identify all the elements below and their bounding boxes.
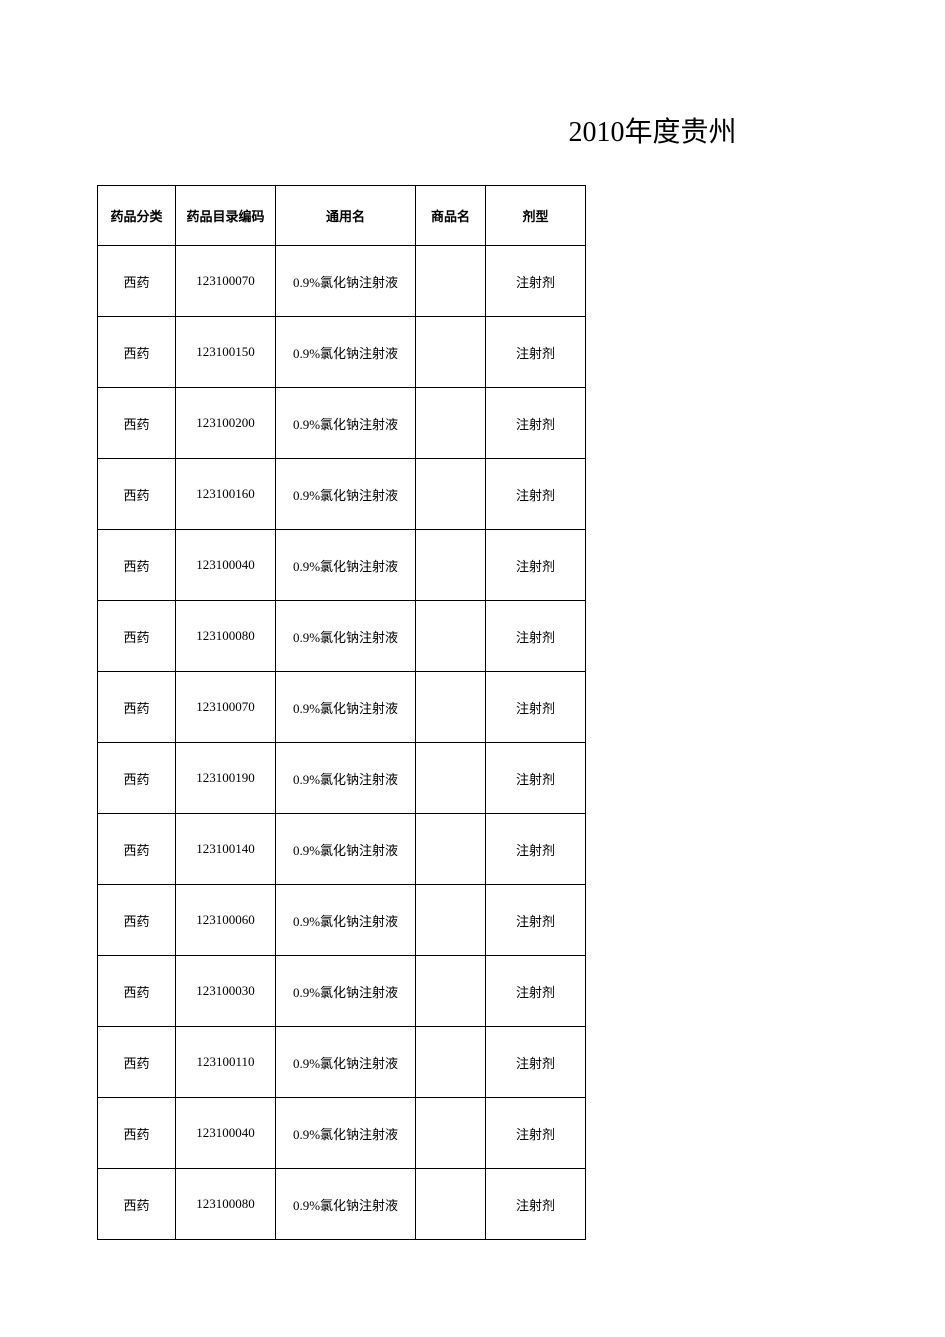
table-row: 西药1231000300.9%氯化钠注射液注射剂: [98, 956, 586, 1027]
cell-generic-name: 0.9%氯化钠注射液: [276, 246, 416, 317]
cell-dosage-form: 注射剂: [486, 388, 586, 459]
table-row: 西药1231000800.9%氯化钠注射液注射剂: [98, 1169, 586, 1240]
cell-dosage-form: 注射剂: [486, 672, 586, 743]
cell-generic-name: 0.9%氯化钠注射液: [276, 388, 416, 459]
cell-dosage-form: 注射剂: [486, 743, 586, 814]
cell-trade-name: [416, 1027, 486, 1098]
cell-code: 123100070: [176, 246, 276, 317]
table-row: 西药1231001100.9%氯化钠注射液注射剂: [98, 1027, 586, 1098]
cell-category: 西药: [98, 317, 176, 388]
cell-trade-name: [416, 672, 486, 743]
cell-dosage-form: 注射剂: [486, 601, 586, 672]
cell-trade-name: [416, 459, 486, 530]
cell-code: 123100070: [176, 672, 276, 743]
cell-code: 123100080: [176, 601, 276, 672]
table-row: 西药1231000400.9%氯化钠注射液注射剂: [98, 530, 586, 601]
cell-dosage-form: 注射剂: [486, 246, 586, 317]
cell-code: 123100190: [176, 743, 276, 814]
cell-code: 123100140: [176, 814, 276, 885]
table-row: 西药1231000800.9%氯化钠注射液注射剂: [98, 601, 586, 672]
cell-category: 西药: [98, 743, 176, 814]
cell-category: 西药: [98, 459, 176, 530]
header-category: 药品分类: [98, 186, 176, 246]
cell-code: 123100200: [176, 388, 276, 459]
table-row: 西药1231001500.9%氯化钠注射液注射剂: [98, 317, 586, 388]
cell-code: 123100080: [176, 1169, 276, 1240]
cell-trade-name: [416, 317, 486, 388]
cell-category: 西药: [98, 814, 176, 885]
table-row: 西药1231001400.9%氯化钠注射液注射剂: [98, 814, 586, 885]
cell-trade-name: [416, 1169, 486, 1240]
cell-category: 西药: [98, 956, 176, 1027]
cell-dosage-form: 注射剂: [486, 885, 586, 956]
header-dosage-form: 剂型: [486, 186, 586, 246]
cell-generic-name: 0.9%氯化钠注射液: [276, 672, 416, 743]
cell-trade-name: [416, 885, 486, 956]
cell-dosage-form: 注射剂: [486, 956, 586, 1027]
table-row: 西药1231002000.9%氯化钠注射液注射剂: [98, 388, 586, 459]
cell-category: 西药: [98, 1169, 176, 1240]
cell-generic-name: 0.9%氯化钠注射液: [276, 459, 416, 530]
cell-category: 西药: [98, 530, 176, 601]
cell-code: 123100060: [176, 885, 276, 956]
cell-generic-name: 0.9%氯化钠注射液: [276, 601, 416, 672]
cell-trade-name: [416, 601, 486, 672]
table-body: 西药1231000700.9%氯化钠注射液注射剂西药1231001500.9%氯…: [98, 246, 586, 1240]
cell-generic-name: 0.9%氯化钠注射液: [276, 743, 416, 814]
cell-trade-name: [416, 956, 486, 1027]
cell-category: 西药: [98, 601, 176, 672]
cell-code: 123100110: [176, 1027, 276, 1098]
cell-code: 123100040: [176, 530, 276, 601]
cell-dosage-form: 注射剂: [486, 459, 586, 530]
cell-trade-name: [416, 1098, 486, 1169]
cell-generic-name: 0.9%氯化钠注射液: [276, 530, 416, 601]
cell-trade-name: [416, 388, 486, 459]
table-header-row: 药品分类 药品目录编码 通用名 商品名 剂型: [98, 186, 586, 246]
page-title: 2010年度贵州: [0, 110, 945, 150]
cell-code: 123100030: [176, 956, 276, 1027]
table-row: 西药1231000600.9%氯化钠注射液注射剂: [98, 885, 586, 956]
cell-dosage-form: 注射剂: [486, 814, 586, 885]
table-row: 西药1231001600.9%氯化钠注射液注射剂: [98, 459, 586, 530]
cell-dosage-form: 注射剂: [486, 530, 586, 601]
table-row: 西药1231000400.9%氯化钠注射液注射剂: [98, 1098, 586, 1169]
cell-generic-name: 0.9%氯化钠注射液: [276, 1098, 416, 1169]
cell-trade-name: [416, 530, 486, 601]
cell-dosage-form: 注射剂: [486, 1169, 586, 1240]
cell-category: 西药: [98, 246, 176, 317]
cell-dosage-form: 注射剂: [486, 1098, 586, 1169]
cell-dosage-form: 注射剂: [486, 1027, 586, 1098]
table-row: 西药1231001900.9%氯化钠注射液注射剂: [98, 743, 586, 814]
header-generic-name: 通用名: [276, 186, 416, 246]
header-code: 药品目录编码: [176, 186, 276, 246]
cell-category: 西药: [98, 885, 176, 956]
cell-generic-name: 0.9%氯化钠注射液: [276, 1169, 416, 1240]
cell-category: 西药: [98, 672, 176, 743]
table-row: 西药1231000700.9%氯化钠注射液注射剂: [98, 246, 586, 317]
cell-generic-name: 0.9%氯化钠注射液: [276, 317, 416, 388]
cell-category: 西药: [98, 1027, 176, 1098]
cell-trade-name: [416, 743, 486, 814]
cell-category: 西药: [98, 388, 176, 459]
cell-code: 123100160: [176, 459, 276, 530]
cell-dosage-form: 注射剂: [486, 317, 586, 388]
cell-trade-name: [416, 814, 486, 885]
cell-category: 西药: [98, 1098, 176, 1169]
cell-trade-name: [416, 246, 486, 317]
cell-generic-name: 0.9%氯化钠注射液: [276, 814, 416, 885]
cell-generic-name: 0.9%氯化钠注射液: [276, 956, 416, 1027]
cell-generic-name: 0.9%氯化钠注射液: [276, 1027, 416, 1098]
cell-code: 123100040: [176, 1098, 276, 1169]
table-row: 西药1231000700.9%氯化钠注射液注射剂: [98, 672, 586, 743]
medicine-table: 药品分类 药品目录编码 通用名 商品名 剂型 西药1231000700.9%氯化…: [97, 185, 586, 1240]
header-trade-name: 商品名: [416, 186, 486, 246]
cell-code: 123100150: [176, 317, 276, 388]
cell-generic-name: 0.9%氯化钠注射液: [276, 885, 416, 956]
